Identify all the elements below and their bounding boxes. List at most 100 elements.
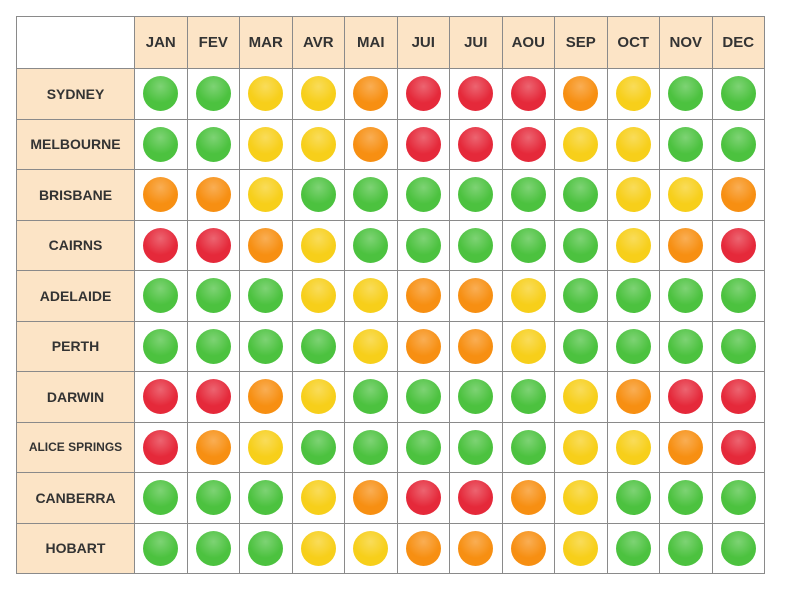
heatmap-body: SYDNEY MELBOURNE BRISBANE CAIRNS ADELAIDE PER… xyxy=(16,68,765,574)
rating-cell xyxy=(344,270,398,322)
rating-dot-yellow xyxy=(510,328,546,364)
rating-cell xyxy=(186,522,240,574)
rating-cell xyxy=(291,270,345,322)
rating-dot-orange xyxy=(510,530,546,566)
rating-cell xyxy=(449,219,503,271)
rating-dot-yellow xyxy=(615,177,651,213)
heatmap-table: JAN FEV MAR AVR MAI JUI JUI AOU SEP OCT NOV DEC SYD… xyxy=(16,16,765,574)
city-label: CAIRNS xyxy=(16,219,135,271)
rating-cell xyxy=(501,270,555,322)
rating-dot-yellow xyxy=(300,530,336,566)
rating-cell xyxy=(291,169,345,221)
rating-dot-orange xyxy=(615,379,651,415)
rating-dot-green xyxy=(353,227,389,263)
month-header: FEV xyxy=(186,16,240,69)
month-header: OCT xyxy=(606,16,660,69)
month-header: AVR xyxy=(291,16,345,69)
rating-cell xyxy=(711,522,765,574)
city-row: PERTH xyxy=(16,320,765,372)
rating-dot-green xyxy=(300,328,336,364)
city-row: CANBERRA xyxy=(16,472,765,524)
rating-cell xyxy=(554,522,608,574)
rating-dot-red xyxy=(720,379,756,415)
rating-dot-green xyxy=(195,76,231,112)
rating-cell xyxy=(396,68,450,120)
rating-cell xyxy=(291,522,345,574)
rating-dot-orange xyxy=(458,530,494,566)
rating-cell xyxy=(711,421,765,473)
rating-cell xyxy=(606,169,660,221)
rating-dot-red xyxy=(405,76,441,112)
rating-dot-yellow xyxy=(248,76,284,112)
city-label: HOBART xyxy=(16,522,135,574)
rating-cell xyxy=(186,320,240,372)
rating-cell xyxy=(134,421,188,473)
rating-cell xyxy=(239,219,293,271)
rating-dot-red xyxy=(143,227,179,263)
rating-dot-green xyxy=(668,126,704,162)
rating-dot-green xyxy=(458,429,494,465)
rating-dot-red xyxy=(458,480,494,516)
rating-dot-green xyxy=(563,278,599,314)
rating-cell xyxy=(291,421,345,473)
city-label: ALICE SPRINGS xyxy=(16,421,135,473)
rating-dot-green xyxy=(143,328,179,364)
rating-cell xyxy=(344,68,398,120)
rating-dot-yellow xyxy=(668,177,704,213)
rating-cell xyxy=(606,219,660,271)
rating-cell xyxy=(606,472,660,524)
city-row: ALICE SPRINGS xyxy=(16,421,765,473)
rating-dot-green xyxy=(668,76,704,112)
month-header: JUI xyxy=(396,16,450,69)
rating-cell xyxy=(344,421,398,473)
rating-dot-green xyxy=(248,278,284,314)
rating-cell xyxy=(659,118,713,170)
rating-cell xyxy=(134,522,188,574)
rating-dot-yellow xyxy=(248,429,284,465)
rating-cell xyxy=(396,219,450,271)
rating-cell xyxy=(659,270,713,322)
month-header: DEC xyxy=(711,16,765,69)
rating-cell xyxy=(239,472,293,524)
rating-dot-green xyxy=(195,530,231,566)
rating-dot-green xyxy=(563,227,599,263)
rating-cell xyxy=(501,219,555,271)
rating-dot-orange xyxy=(458,278,494,314)
rating-dot-orange xyxy=(143,177,179,213)
rating-dot-green xyxy=(720,530,756,566)
rating-cell xyxy=(396,118,450,170)
rating-cell xyxy=(449,118,503,170)
rating-dot-red xyxy=(405,126,441,162)
rating-cell xyxy=(501,421,555,473)
rating-cell xyxy=(134,270,188,322)
rating-cell xyxy=(711,371,765,423)
rating-cell xyxy=(239,270,293,322)
rating-dot-yellow xyxy=(353,328,389,364)
rating-dot-red xyxy=(668,379,704,415)
rating-dot-green xyxy=(720,328,756,364)
rating-cell xyxy=(659,472,713,524)
rating-cell xyxy=(449,371,503,423)
rating-dot-green xyxy=(510,429,546,465)
rating-dot-green xyxy=(143,480,179,516)
rating-cell xyxy=(291,472,345,524)
rating-dot-green xyxy=(143,530,179,566)
rating-cell xyxy=(554,472,608,524)
rating-cell xyxy=(186,421,240,473)
rating-dot-orange xyxy=(668,227,704,263)
rating-dot-red xyxy=(510,126,546,162)
rating-cell xyxy=(659,522,713,574)
rating-dot-orange xyxy=(353,480,389,516)
rating-dot-red xyxy=(143,429,179,465)
city-row: DARWIN xyxy=(16,371,765,423)
rating-cell xyxy=(501,118,555,170)
rating-dot-green xyxy=(510,379,546,415)
rating-dot-orange xyxy=(353,76,389,112)
rating-dot-yellow xyxy=(353,278,389,314)
rating-dot-orange xyxy=(405,530,441,566)
rating-dot-red xyxy=(143,379,179,415)
rating-cell xyxy=(554,421,608,473)
rating-cell xyxy=(711,219,765,271)
rating-cell xyxy=(554,118,608,170)
rating-dot-green xyxy=(458,227,494,263)
